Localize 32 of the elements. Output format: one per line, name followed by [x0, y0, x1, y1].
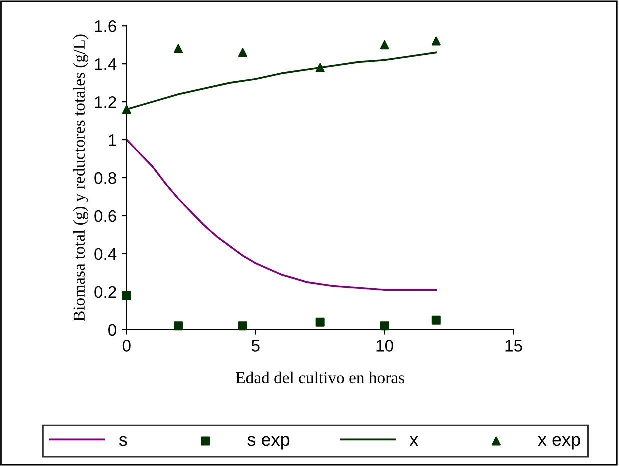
point	[380, 322, 390, 331]
point	[432, 316, 441, 325]
y-tick-label: 0.6	[94, 210, 116, 222]
y-tick-label: 0.8	[94, 172, 116, 184]
point	[380, 40, 390, 50]
legend-label: x exp	[538, 436, 580, 450]
y-tick-label: 1.6	[95, 20, 116, 32]
x-axis-title: Edad del cultivo en horas	[236, 372, 404, 384]
point	[316, 63, 325, 72]
y-tick-label: 0.4	[94, 248, 117, 260]
line-series	[126, 139, 438, 291]
legend-label: s	[119, 436, 128, 446]
point	[238, 322, 248, 331]
y-axis-title: Biomasa total (g) y reductores totales (g/L)	[73, 34, 88, 322]
y-tick-label: 1.2	[95, 96, 116, 108]
y-tick-label: 0.2	[94, 286, 116, 298]
point	[238, 48, 248, 58]
point	[432, 36, 441, 46]
point	[122, 291, 132, 300]
point	[316, 318, 325, 327]
y-tick-label: 1.4	[95, 58, 117, 70]
x-tick-label: 15	[506, 340, 522, 352]
legend-label: x	[410, 436, 418, 446]
point	[174, 44, 183, 54]
x-tick-label: 5	[252, 340, 260, 352]
x-tick-label: 0	[122, 340, 131, 352]
y-tick-label: 0	[108, 324, 117, 336]
point	[122, 105, 132, 114]
point	[174, 322, 183, 331]
x-tick-label: 10	[376, 340, 394, 352]
legend-label: s exp	[248, 436, 290, 450]
y-tick-label: 1	[109, 134, 116, 146]
